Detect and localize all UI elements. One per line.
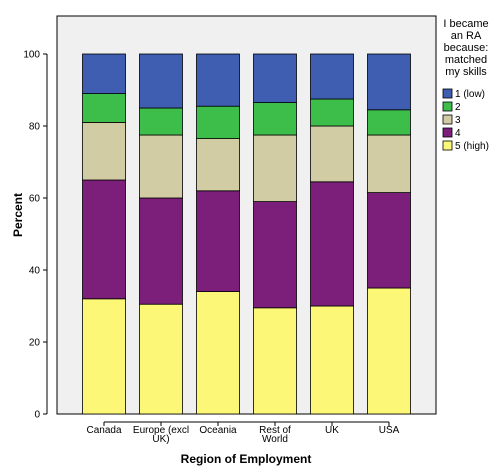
bar-segment [253,201,297,309]
legend-label: 3 [455,115,461,126]
legend-swatch [442,114,453,125]
x-tick-label-line: USA [379,425,400,436]
bar-segment [82,298,126,415]
legend-title-line: matched [445,54,487,66]
y-tick-label: 100 [23,50,40,61]
bar-segment [139,197,183,305]
legend-swatch [442,88,453,99]
legend-title-line: an RA [451,30,482,42]
legend-label: 2 [455,102,461,113]
bar-segment [196,138,240,192]
bar-segment [253,134,297,202]
bar-segment [139,107,183,136]
bar-segment [253,102,297,136]
bar-segment [139,303,183,415]
bar-segment [367,287,411,415]
x-tick-label-line: Canada [86,425,121,436]
bar-segment [310,305,354,415]
y-tick-label: 0 [34,410,40,421]
x-axis: Canada Europe (excl UK) Oceania Rest of World… [86,421,400,445]
bar-segment [310,98,354,127]
legend-swatch [442,127,453,138]
legend-label: 1 (low) [455,89,485,100]
legend-title-line: I became [443,18,488,30]
bars-group [82,53,411,415]
legend-label: 4 [455,128,461,139]
bar-segment [139,134,183,199]
x-tick-label: Canada [86,425,121,436]
bar-segment [310,125,354,183]
y-tick-label: 80 [29,122,41,133]
bar-segment [82,122,126,181]
x-tick-label-line: World [262,434,288,445]
x-tick-label-line: Oceania [199,425,237,436]
bar-segment [196,105,240,139]
bar-segment [196,291,240,415]
bar-segment [367,109,411,136]
x-axis-title: Region of Employment [181,452,312,466]
legend-swatch [442,140,453,151]
bar-segment [82,93,126,123]
x-tick-label: Rest of World [259,425,291,445]
legend-label: 5 (high) [455,141,489,152]
x-tick-label: USA [379,425,400,436]
legend-title-line: because: [444,42,489,54]
x-tick-label: Oceania [199,425,237,436]
x-tick-label: UK [325,425,339,436]
bar-segment [196,53,240,107]
bar-segment [367,53,411,111]
y-axis-title: Percent [11,193,25,237]
bar-segment [82,179,126,300]
bar-segment [253,53,297,103]
bar-segment [367,192,411,289]
bar-segment [253,307,297,415]
bar-segment [82,53,126,94]
y-tick-label: 20 [29,338,41,349]
bar-segment [367,134,411,193]
bar-segment [196,190,240,293]
x-tick-label-line: Europe (excl [133,425,189,436]
bar-segment [310,181,354,307]
x-tick-label: Europe (excl UK) [133,425,189,445]
y-tick-label: 60 [29,194,41,205]
x-tick-label-line: UK) [152,434,169,445]
legend-title-line: my skills [445,66,487,78]
x-tick-label-line: UK [325,425,339,436]
y-axis: 0 20 40 60 80 100 [23,50,48,421]
bar-segment [139,53,183,109]
legend-swatch [442,101,453,112]
y-tick-label: 40 [29,266,41,277]
x-tick-label-line: Rest of [259,425,291,436]
bar-segment [310,53,354,100]
